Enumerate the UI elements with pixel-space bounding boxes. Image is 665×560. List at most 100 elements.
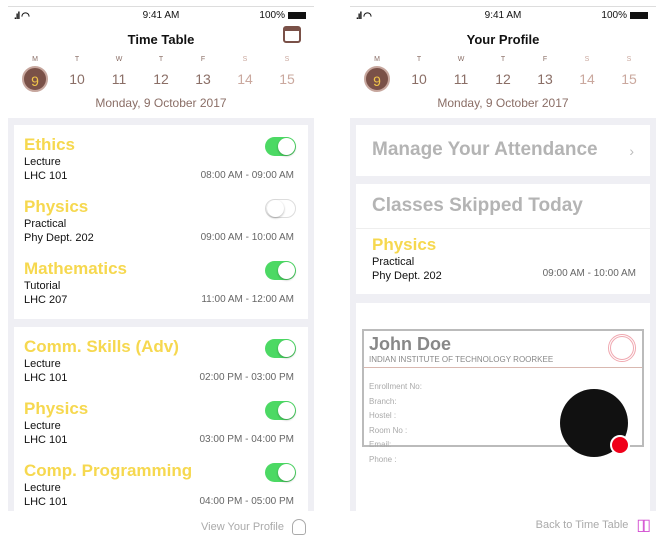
avatar[interactable] [560, 389, 630, 457]
clock: 9:41 AM [484, 10, 522, 21]
attendance-toggle[interactable] [265, 463, 296, 482]
day-number: 15 [621, 71, 637, 87]
class-name: Comm. Skills (Adv) [24, 337, 179, 356]
page-title: Your Profile [466, 32, 540, 47]
calendar-icon[interactable] [283, 26, 301, 43]
timetable-screen: .ıl ◠ 9:41 AM 100% Time Table M 9 T 10 W 11 T 12 F… [8, 6, 314, 541]
back-to-timetable-button[interactable]: Back to Time Table ▯▯ [535, 515, 651, 535]
class-entry: Comp. Programming Lecture LHC 101 04:00 PM … [14, 457, 308, 515]
day-15[interactable]: S 15 [269, 56, 305, 92]
class-time: 02:00 PM - 03:00 PM [199, 372, 295, 383]
day-10[interactable]: T 10 [401, 56, 437, 92]
weekday-label: M [374, 56, 380, 63]
id-field: Email: [369, 440, 392, 449]
class-type: Lecture [24, 482, 61, 494]
class-entry: Mathematics Tutorial LHC 207 11:00 AM - 12:… [14, 255, 308, 313]
student-name: John Doe [369, 334, 452, 354]
day-number: 9 [22, 66, 48, 92]
day-number: 12 [153, 71, 169, 87]
day-12[interactable]: T 12 [143, 56, 179, 92]
day-number: 9 [364, 66, 390, 92]
class-room: LHC 101 [24, 372, 68, 384]
view-profile-label: View Your Profile [201, 521, 284, 533]
id-field: Hostel : [369, 411, 397, 420]
id-field: Enrollment No: [369, 382, 422, 391]
class-time: 03:00 PM - 04:00 PM [199, 434, 295, 445]
class-type: Lecture [24, 156, 61, 168]
profile-screen: .ıl ◠ 9:41 AM 100% Your Profile M 9 T 10 W 11 T 1… [350, 6, 656, 541]
class-card: Comm. Skills (Adv) Lecture LHC 101 02:00 PM… [14, 327, 308, 511]
day-number: 14 [237, 71, 253, 87]
user-icon [292, 519, 306, 535]
signal-icon: .ıl ◠ [356, 11, 372, 22]
class-time: 09:00 AM - 10:00 AM [200, 232, 294, 243]
day-number: 10 [411, 71, 427, 87]
skipped-card: Classes Skipped Today Physics Practical … [356, 184, 650, 294]
attendance-toggle[interactable] [265, 339, 296, 358]
weekday-label: S [626, 56, 632, 63]
day-14[interactable]: S 14 [227, 56, 263, 92]
class-entry: Physics Lecture LHC 101 03:00 PM - 04:00 PM [14, 395, 308, 453]
class-name: Comp. Programming [24, 461, 193, 480]
class-room: LHC 207 [24, 294, 68, 306]
skipped-class[interactable]: Physics Practical Phy Dept. 202 09:00 AM… [356, 229, 650, 287]
day-12[interactable]: T 12 [485, 56, 521, 92]
id-card-container: John Doe INDIAN INSTITUTE OF TECHNOLOGY … [356, 303, 650, 511]
class-type: Practical [24, 218, 67, 230]
back-label: Back to Time Table [535, 519, 629, 531]
day-13[interactable]: F 13 [527, 56, 563, 92]
weekday-label: T [158, 56, 164, 63]
day-number: 11 [111, 71, 127, 87]
day-14[interactable]: S 14 [569, 56, 605, 92]
id-field: Phone : [369, 454, 397, 464]
class-time: 04:00 PM - 05:00 PM [199, 496, 295, 507]
day-number: 15 [279, 71, 295, 87]
id-field: Room No : [369, 425, 408, 435]
class-card: Ethics Lecture LHC 101 08:00 AM - 09:00 AM P… [14, 125, 308, 319]
status-bar: .ıl ◠ 9:41 AM 100% [350, 10, 656, 24]
institute-name: INDIAN INSTITUTE OF TECHNOLOGY ROORKEE [364, 355, 642, 368]
weekday-label: S [284, 56, 290, 63]
battery: 100% [259, 10, 306, 21]
class-time: 09:00 AM - 10:00 AM [542, 268, 636, 279]
battery-icon [288, 11, 306, 19]
class-room: LHC 101 [24, 170, 68, 182]
class-list: Ethics Lecture LHC 101 08:00 AM - 09:00 AM P… [8, 118, 314, 511]
manage-attendance-button[interactable]: Manage Your Attendance › [356, 125, 650, 176]
class-type: Lecture [24, 358, 61, 370]
class-name: Physics [24, 197, 89, 216]
signal-icon: .ıl ◠ [14, 11, 30, 22]
weekday-label: S [242, 56, 248, 63]
weekday-label: T [416, 56, 422, 63]
chevron-right-icon: › [629, 143, 634, 159]
battery-icon [630, 11, 648, 19]
attendance-toggle[interactable] [265, 401, 296, 420]
day-number: 11 [453, 71, 469, 87]
status-bar: .ıl ◠ 9:41 AM 100% [8, 10, 314, 24]
weekday-label: W [457, 56, 465, 63]
day-10[interactable]: T 10 [59, 56, 95, 92]
day-11[interactable]: W 11 [443, 56, 479, 92]
status-dot-icon [610, 435, 630, 455]
class-entry: Ethics Lecture LHC 101 08:00 AM - 09:00 AM [14, 131, 308, 189]
day-15[interactable]: S 15 [611, 56, 647, 92]
attendance-toggle[interactable] [265, 199, 296, 218]
attendance-toggle[interactable] [265, 137, 296, 156]
day-11[interactable]: W 11 [101, 56, 137, 92]
day-number: 12 [495, 71, 511, 87]
class-name: Ethics [24, 135, 76, 154]
view-profile-button[interactable]: View Your Profile [201, 519, 306, 535]
pencils-icon: ▯▯ [636, 517, 651, 534]
skipped-heading: Classes Skipped Today [356, 184, 650, 229]
day-13[interactable]: F 13 [185, 56, 221, 92]
manage-attendance-label: Manage Your Attendance [372, 139, 598, 160]
class-type: Practical [372, 256, 415, 268]
class-room: Phy Dept. 202 [24, 232, 94, 244]
class-type: Tutorial [24, 280, 61, 292]
attendance-toggle[interactable] [265, 261, 296, 280]
weekday-label: T [500, 56, 506, 63]
class-entry: Comm. Skills (Adv) Lecture LHC 101 02:00 PM… [14, 333, 308, 391]
battery: 100% [601, 10, 648, 21]
